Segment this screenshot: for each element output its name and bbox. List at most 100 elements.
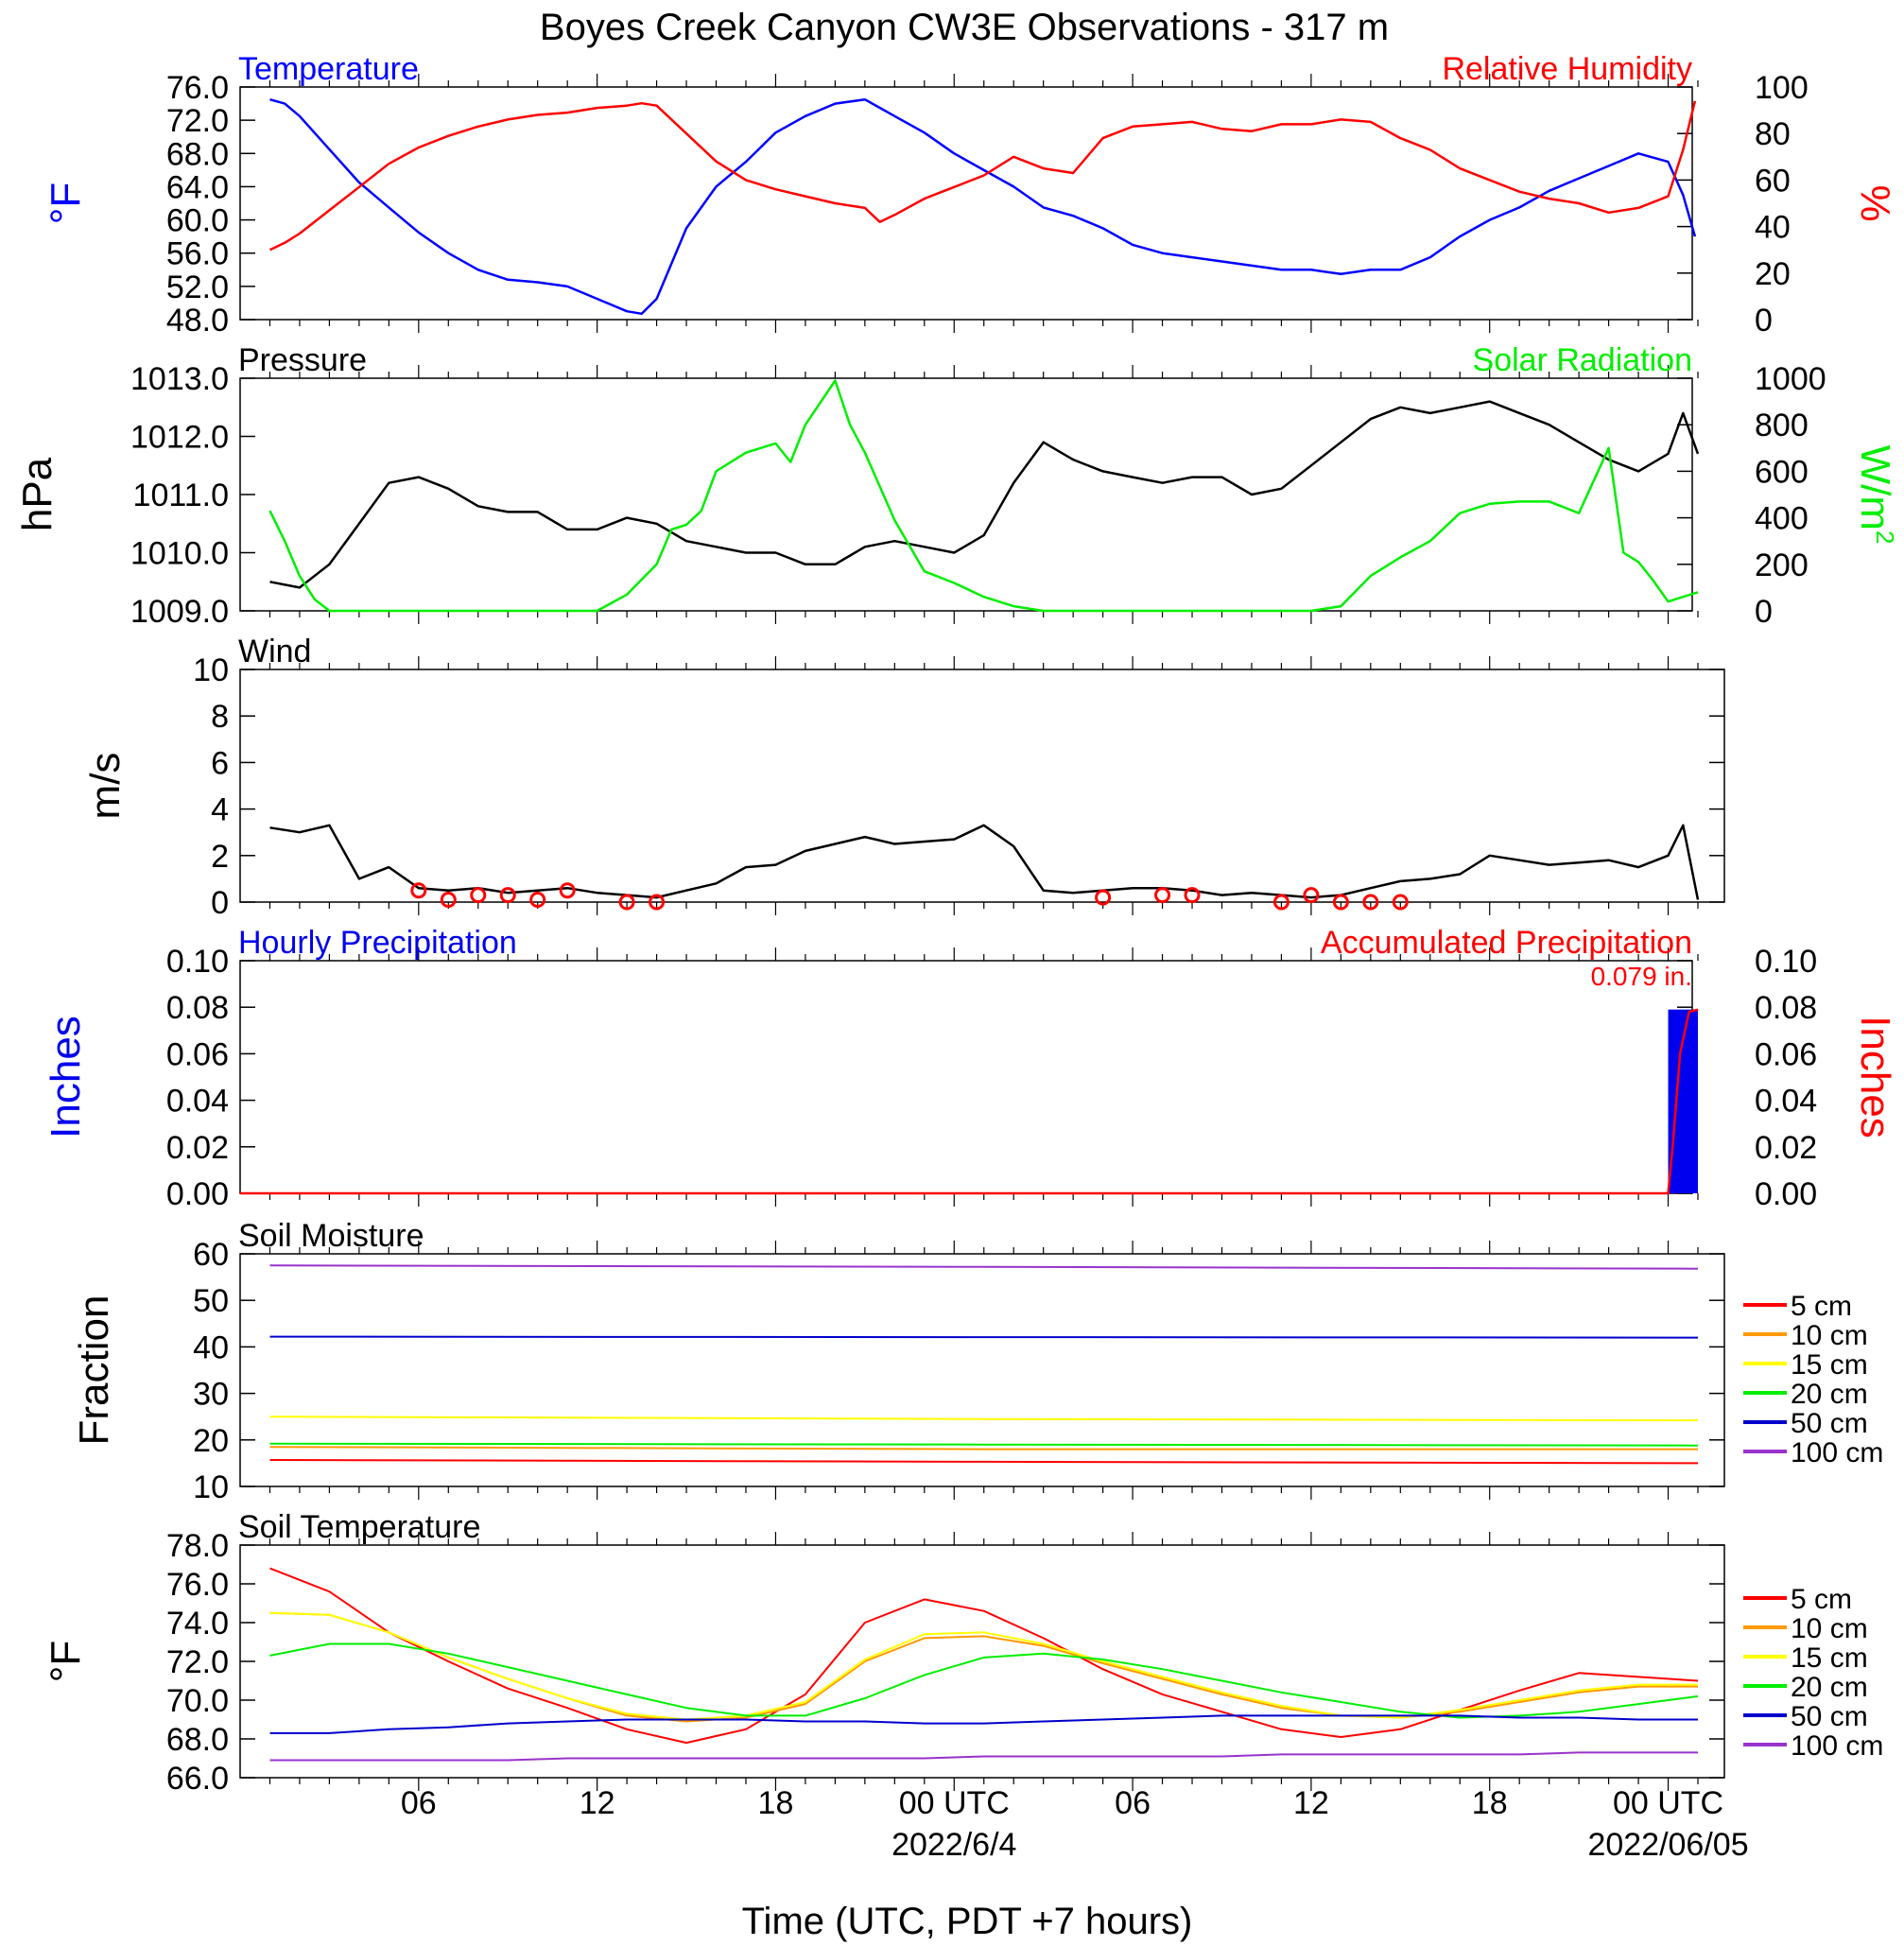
y-tick-label-right: 40	[1755, 210, 1791, 246]
calm-wind-circle	[410, 882, 427, 899]
y-tick-label-left: 0.10	[166, 944, 229, 980]
y-tick-label-left: 68.0	[166, 1722, 229, 1758]
y-tick-label-left: 76.0	[166, 1567, 229, 1603]
y-tick-label-right: 0.10	[1755, 944, 1817, 980]
y-tick-label-left: 66.0	[166, 1761, 229, 1797]
calm-wind-circle	[1332, 894, 1349, 911]
y-tick-label-right: 80	[1755, 116, 1791, 152]
series-line-relative-humidity	[268, 100, 1697, 252]
y-tick-label-right: 600	[1755, 454, 1809, 490]
panel-title-left: Soil Temperature	[238, 1509, 480, 1545]
y-tick-label-left: 0.02	[166, 1130, 229, 1166]
y-tick-label-left: 1012.0	[130, 420, 229, 456]
y-tick-label-left: 76.0	[166, 70, 229, 106]
panel-title-left: Pressure	[238, 342, 367, 378]
panel-title-left: Soil Moisture	[238, 1218, 424, 1254]
y-tick-label-right: 0.00	[1755, 1176, 1817, 1212]
panel-title-right: Relative Humidity	[1442, 51, 1692, 87]
series-line-wind-speed	[269, 824, 1700, 900]
calm-wind-circle	[1184, 887, 1201, 904]
y-tick-label-left: 10	[193, 1469, 229, 1505]
panel-frame	[239, 1253, 1725, 1487]
y-tick-label-right: 100	[1755, 70, 1809, 106]
panel-4: 60 50 40 30 20 10 Soil Moisture Fraction 5 cm10 …	[71, 1218, 1883, 1505]
legend-label: 100 cm	[1791, 1730, 1883, 1762]
panel-3: 0.10 0.08 0.06 0.04 0.02 0.00 0.10 0.08 0.06 0.04…	[43, 925, 1898, 1212]
y-tick-label-right: 0.06	[1755, 1036, 1817, 1072]
y-axis-label-right: W/m2	[1852, 445, 1899, 545]
series-line-15-cm	[269, 1416, 1699, 1422]
y-tick-label-left: 30	[193, 1377, 229, 1413]
calm-wind-circle	[1362, 894, 1379, 911]
y-tick-label-left: 72.0	[166, 103, 229, 139]
y-tick-label-left: 70.0	[166, 1683, 229, 1719]
panel-title-left: Hourly Precipitation	[238, 925, 517, 961]
x-tick-label: 18	[1472, 1785, 1508, 1821]
y-tick-label-left: 0.08	[166, 990, 229, 1026]
series-line-solar-radiation	[268, 379, 1699, 613]
y-axis-label-left: m/s	[82, 753, 129, 820]
x-tick-label: 06	[1115, 1785, 1151, 1821]
accumulated-precip-annotation: 0.079 in.	[1591, 962, 1692, 991]
calm-wind-circle	[1392, 894, 1409, 911]
legend-label: 20 cm	[1791, 1672, 1868, 1703]
y-tick-label-left: 4	[211, 792, 229, 828]
panel-2: 10 8 6 4 2 0 Wind m/s	[82, 634, 1725, 921]
y-tick-label-right: 400	[1755, 501, 1809, 537]
y-tick-label-left: 1011.0	[133, 478, 229, 513]
y-tick-label-right: 0	[1755, 303, 1773, 339]
y-tick-label-left: 6	[211, 745, 229, 781]
y-tick-label-left: 56.0	[166, 236, 229, 272]
panel-0: 76.072.068.064.060.056.052.048.0 100 80 60 4…	[43, 51, 1898, 339]
figure-title: Boyes Creek Canyon CW3E Observations - 3…	[540, 7, 1389, 48]
calm-wind-circle	[529, 892, 546, 909]
legend-label: 15 cm	[1791, 1349, 1868, 1381]
calm-wind-circle	[1303, 887, 1320, 904]
series-line-temperature	[269, 97, 1697, 316]
legend-label: 5 cm	[1791, 1291, 1852, 1322]
legend-label: 50 cm	[1791, 1408, 1868, 1439]
y-tick-label-left: 2	[211, 839, 229, 875]
y-tick-label-left: 60	[193, 1237, 229, 1273]
y-tick-label-left: 60.0	[166, 203, 229, 239]
y-tick-label-left: 68.0	[166, 136, 229, 172]
panel-5: 78.076.074.072.070.068.066.0 Soil Tempera…	[43, 1509, 1883, 1797]
y-tick-label-left: 40	[193, 1329, 229, 1365]
y-tick-label-left: 52.0	[166, 269, 229, 305]
y-tick-label-left: 72.0	[166, 1644, 229, 1680]
calm-wind-circle	[649, 894, 666, 911]
chart-panels: 76.072.068.064.060.056.052.048.010080604…	[14, 51, 1899, 1797]
y-tick-label-left: 20	[193, 1423, 229, 1459]
series-line-accumulated-precipitation	[240, 1008, 1699, 1195]
y-tick-label-left: 64.0	[166, 169, 229, 205]
y-tick-label-left: 0.06	[166, 1036, 229, 1072]
y-tick-label-left: 10	[193, 652, 229, 688]
panel-title-left: Wind	[238, 634, 311, 669]
y-tick-label-right: 0	[1755, 594, 1773, 630]
y-tick-label-left: 74.0	[166, 1606, 229, 1642]
panel-1: 1013.0 1012.0 1011.0 1010.0 1009.0 1000 800 600…	[14, 342, 1899, 630]
y-tick-label-left: 8	[211, 699, 229, 735]
x-tick-label: 12	[580, 1785, 615, 1821]
y-axis-label-left: °F	[43, 1641, 89, 1682]
calm-wind-circle	[559, 882, 576, 899]
y-tick-label-right: 0.02	[1755, 1130, 1817, 1166]
y-tick-label-left: 1013.0	[130, 361, 229, 397]
y-tick-label-right: 800	[1755, 408, 1809, 443]
calm-wind-circle	[499, 887, 516, 904]
panel-frame	[239, 960, 1693, 1194]
series-line-15-cm	[269, 1611, 1698, 1721]
y-tick-label-right: 1000	[1755, 361, 1826, 397]
calm-wind-circle	[1095, 889, 1112, 906]
y-axis-label-left: °F	[43, 182, 89, 224]
y-axis-label-left: Fraction	[71, 1295, 117, 1446]
y-tick-label-right: 60	[1755, 163, 1791, 199]
series-line-100-cm	[269, 1751, 1698, 1762]
x-axis: 06 12 18 00 UTC 06 12 18 00 UTC 2022/6/4 2022/06/…	[401, 1785, 1749, 1863]
y-tick-label-right: 0.04	[1755, 1084, 1817, 1120]
y-axis-label-left: hPa	[14, 457, 61, 531]
x-axis-label: Time (UTC, PDT +7 hours)	[742, 1901, 1193, 1942]
calm-wind-circle	[618, 894, 635, 911]
